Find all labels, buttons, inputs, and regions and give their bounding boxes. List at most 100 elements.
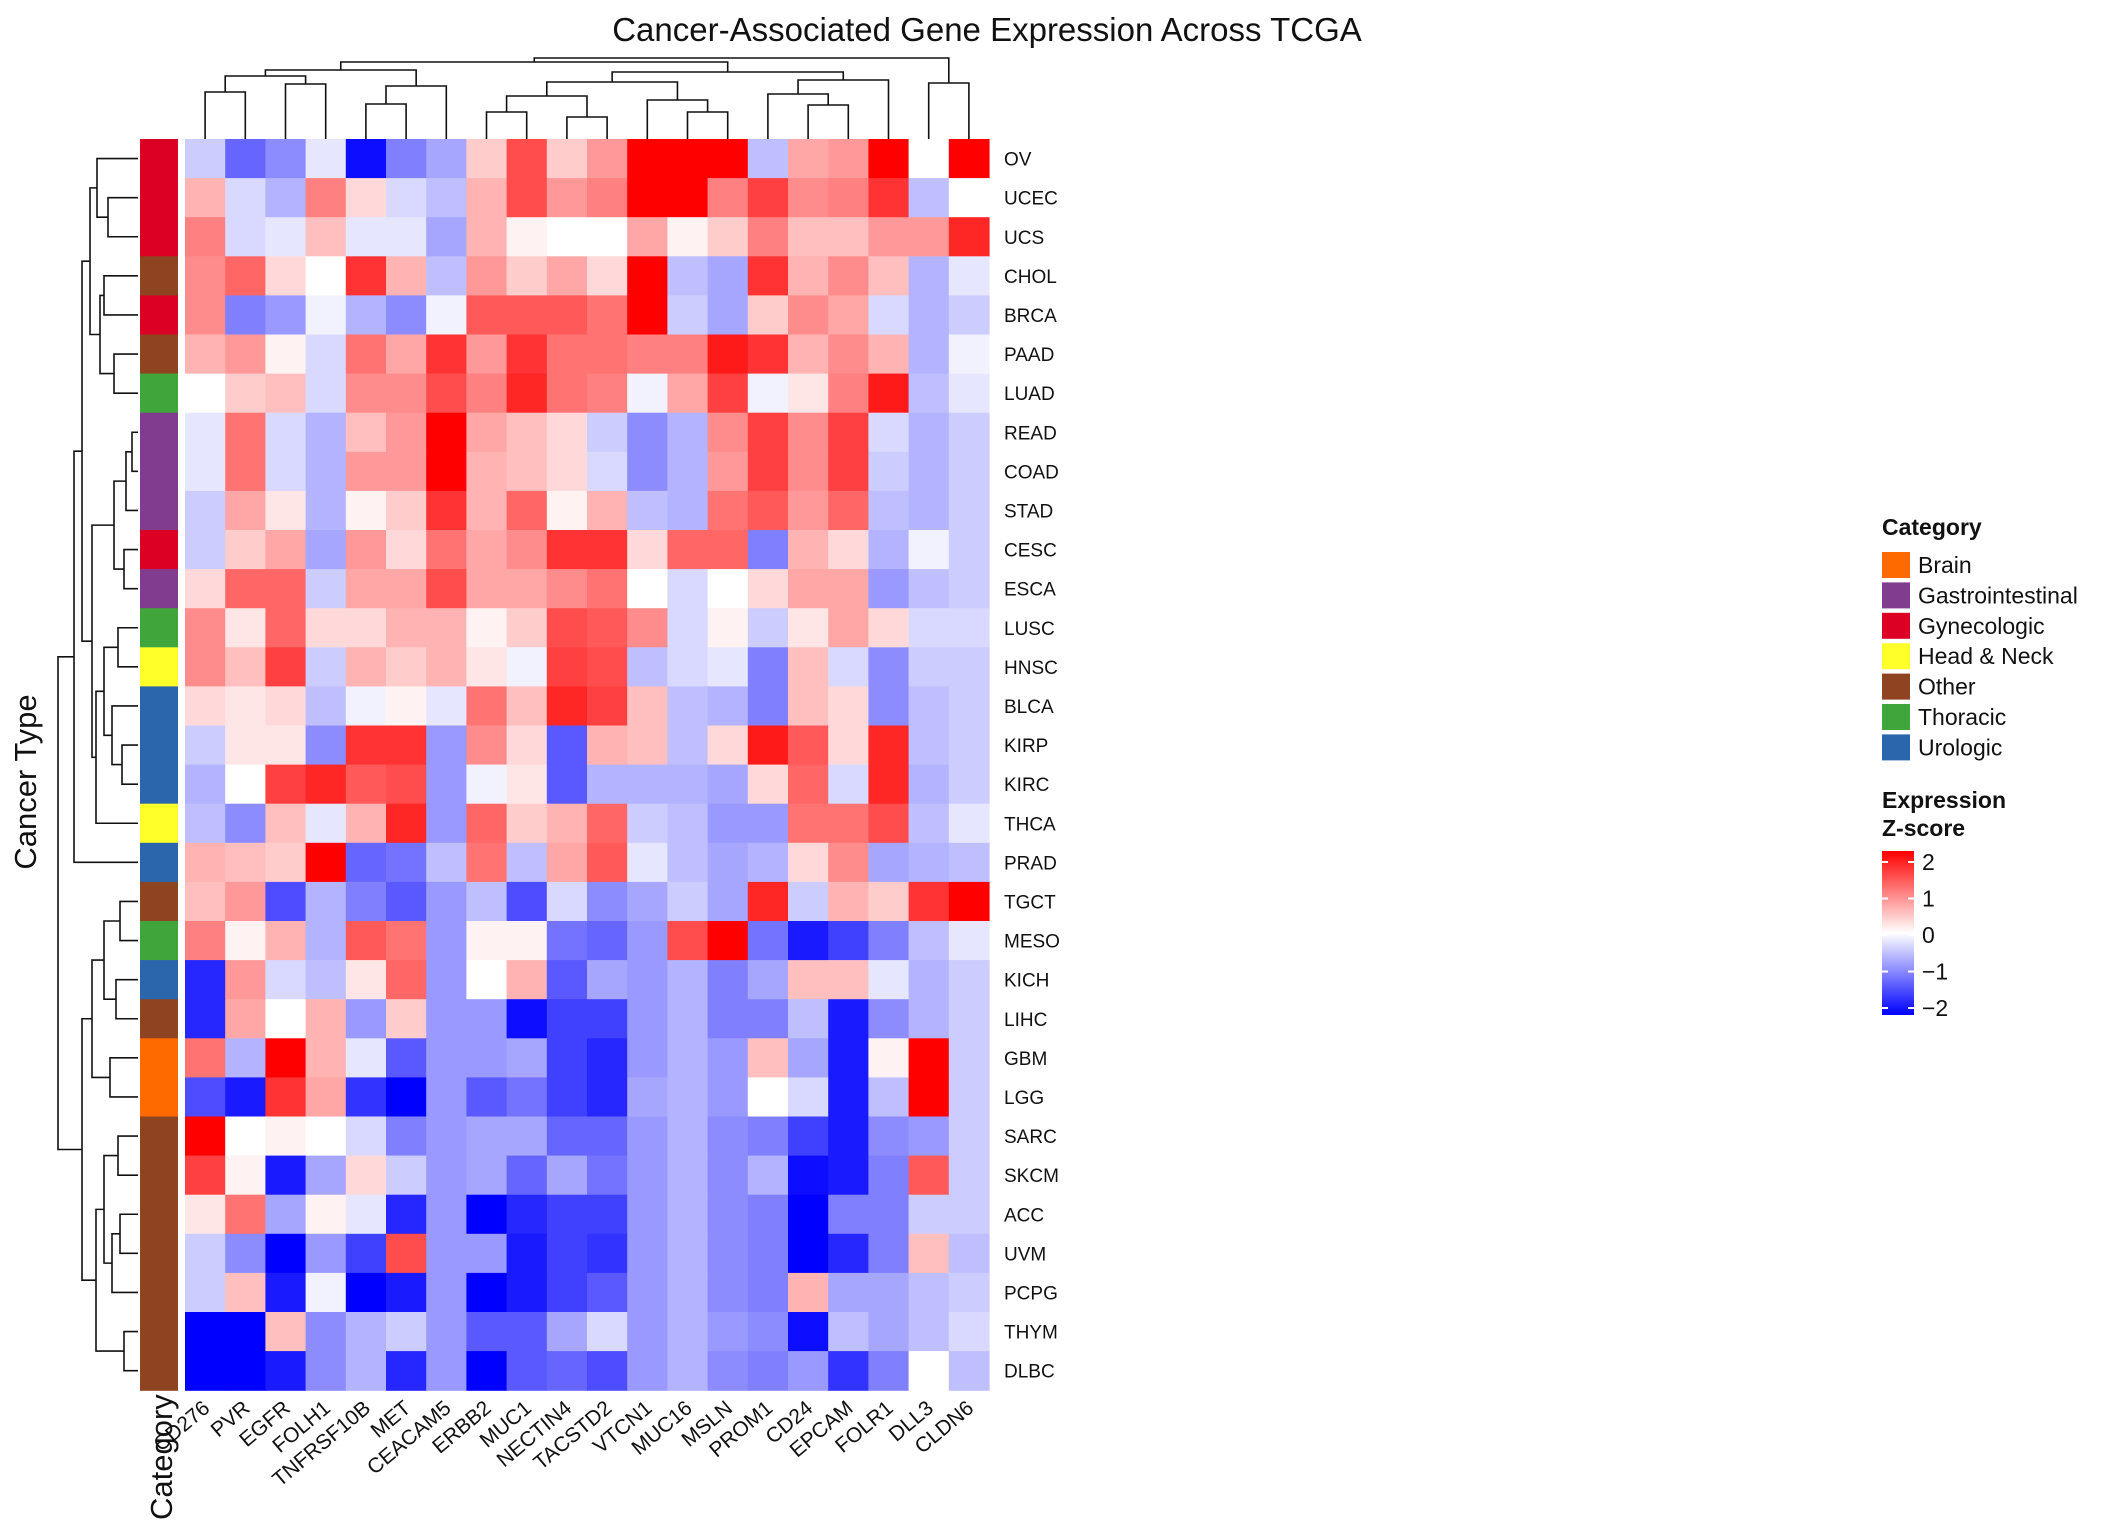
- heatmap-cell-brca-pvr: [225, 295, 266, 336]
- row-dendrogram-branch: [96, 157, 138, 218]
- heatmap-cell-tgct-tacstd2: [587, 881, 628, 922]
- heatmap-cell-acc-vtcn1: [627, 1194, 668, 1235]
- heatmap-cell-gbm-egfr: [265, 1038, 307, 1078]
- heatmap-cell-read-erbb2: [466, 412, 508, 453]
- heatmap-cell-lusc-nectin4: [546, 608, 588, 648]
- heatmap-cell-ucs-muc1: [506, 217, 548, 257]
- heatmap-cell-sarc-muc16: [667, 1116, 709, 1157]
- column-dendrogram-branch: [505, 95, 588, 117]
- heatmap-cell-uvm-erbb2: [466, 1233, 508, 1274]
- annotation-cell-thym: [140, 1312, 178, 1352]
- heatmap-cell-skcm-folr1: [868, 1155, 910, 1196]
- heatmap-cell-blca-ceacam5: [426, 686, 467, 727]
- annotation-cell-ucs: [140, 217, 178, 257]
- heatmap-cell-gbm-ceacam5: [426, 1038, 467, 1078]
- heatmap-cell-dlbc-nectin4: [546, 1351, 588, 1391]
- heatmap-cell-kirc-cd276: [185, 764, 226, 805]
- heatmap-cell-sarc-folh1: [305, 1116, 347, 1157]
- annotation-cell-meso: [140, 921, 178, 961]
- heatmap-cell-gbm-epcam: [828, 1038, 869, 1078]
- heatmap-cell-tgct-prom1: [747, 881, 789, 922]
- heatmap-cell-blca-met: [386, 686, 427, 727]
- heatmap-cell-thym-muc1: [506, 1312, 548, 1352]
- heatmap-cell-meso-cd24: [788, 921, 829, 961]
- heatmap-cell-kirc-epcam: [828, 764, 869, 805]
- heatmap-cell-pcpg-cd24: [788, 1272, 829, 1313]
- heatmap-cell-ov-nectin4: [546, 139, 588, 179]
- row-label-blca: BLCA: [1004, 697, 1054, 718]
- heatmap-cell-lihc-cd276: [185, 999, 226, 1039]
- heatmap-cell-thca-vtcn1: [627, 803, 668, 844]
- heatmap-cell-luad-pvr: [225, 373, 266, 414]
- heatmap-cell-kich-cd276: [185, 960, 226, 1000]
- heatmap-cell-kirp-erbb2: [466, 725, 508, 766]
- heatmap-cell-skcm-egfr: [265, 1155, 307, 1196]
- heatmap-cell-hnsc-erbb2: [466, 647, 508, 687]
- heatmap-cell-gbm-cd24: [788, 1038, 829, 1078]
- heatmap-cell-tgct-folh1: [305, 881, 347, 922]
- row-dendrogram-branch: [121, 744, 138, 785]
- heatmap-cell-pcpg-folh1: [305, 1272, 347, 1313]
- row-dendrogram-branch: [81, 1017, 96, 1282]
- heatmap-cell-esca-ceacam5: [426, 569, 467, 609]
- heatmap-cell-esca-cd276: [185, 569, 226, 609]
- heatmap-cell-ov-dll3: [908, 139, 950, 179]
- heatmap-cell-thca-met: [386, 803, 427, 844]
- heatmap-cell-cesc-muc16: [667, 530, 709, 570]
- heatmap-cell-ucec-cldn6: [948, 178, 990, 218]
- heatmap-cell-lusc-muc16: [667, 608, 709, 648]
- heatmap-cell-lusc-folh1: [305, 608, 347, 648]
- heatmap-cell-read-dll3: [908, 412, 950, 453]
- heatmap-cell-tgct-epcam: [828, 881, 869, 922]
- column-dendrogram-branch: [485, 111, 528, 139]
- heatmap-cell-coad-epcam: [828, 451, 869, 492]
- annotation-cell-blca: [140, 686, 178, 727]
- heatmap-cell-uvm-msln: [707, 1233, 749, 1274]
- heatmap-cell-pcpg-folr1: [868, 1272, 910, 1313]
- legend-label-gynecologic: Gynecologic: [1918, 613, 2045, 639]
- annotation-cell-lihc: [140, 999, 178, 1039]
- heatmap-cell-esca-prom1: [747, 569, 789, 609]
- heatmap-cell-ucec-tacstd2: [587, 178, 628, 218]
- heatmap-cell-ucec-msln: [707, 178, 749, 218]
- heatmap-cell-gbm-folh1: [305, 1038, 347, 1078]
- heatmap-cell-thym-prom1: [747, 1312, 789, 1352]
- heatmap-cell-blca-muc16: [667, 686, 709, 727]
- heatmap-cell-gbm-erbb2: [466, 1038, 508, 1078]
- heatmap-cell-kirp-cd276: [185, 725, 226, 766]
- heatmap-cell-kich-met: [386, 960, 427, 1000]
- heatmap-cell-ucec-tnfrsf10b: [345, 178, 387, 218]
- row-label-prad: PRAD: [1004, 853, 1057, 874]
- heatmap-cell-coad-cd24: [788, 451, 829, 492]
- heatmap-cell-read-muc16: [667, 412, 709, 453]
- heatmap-cell-thca-dll3: [908, 803, 950, 844]
- heatmap-cell-uvm-epcam: [828, 1233, 869, 1274]
- heatmap-cell-lihc-tacstd2: [587, 999, 628, 1039]
- heatmap-cell-acc-tacstd2: [587, 1194, 628, 1235]
- heatmap-cell-sarc-egfr: [265, 1116, 307, 1157]
- heatmap-cell-kich-muc16: [667, 960, 709, 1000]
- chart-title: Cancer-Associated Gene Expression Across…: [612, 11, 1362, 48]
- heatmap-cell-read-epcam: [828, 412, 869, 453]
- heatmap-cell-dlbc-cldn6: [948, 1351, 990, 1391]
- heatmap-cell-blca-folr1: [868, 686, 910, 727]
- heatmap-cell-ucs-pvr: [225, 217, 266, 257]
- heatmap-cell-sarc-vtcn1: [627, 1116, 668, 1157]
- heatmap-cell-coad-folh1: [305, 451, 347, 492]
- heatmap-cell-thym-nectin4: [546, 1312, 588, 1352]
- heatmap-cell-lgg-dll3: [908, 1077, 950, 1118]
- heatmap-cell-brca-nectin4: [546, 295, 588, 336]
- colorbar-tick-label: 0: [1922, 922, 1935, 948]
- heatmap-cell-esca-egfr: [265, 569, 307, 609]
- heatmap-cell-cesc-egfr: [265, 530, 307, 570]
- heatmap-cell-meso-cldn6: [948, 921, 990, 961]
- heatmap-cell-thym-ceacam5: [426, 1312, 467, 1352]
- heatmap-cell-coad-folr1: [868, 451, 910, 492]
- heatmap-cell-skcm-met: [386, 1155, 427, 1196]
- heatmap-cell-lusc-met: [386, 608, 427, 648]
- heatmap-cell-kirp-met: [386, 725, 427, 766]
- heatmap-cell-sarc-ceacam5: [426, 1116, 467, 1157]
- row-label-meso: MESO: [1004, 932, 1060, 953]
- heatmap-cell-paad-cldn6: [948, 334, 990, 375]
- heatmap-cell-kirc-folr1: [868, 764, 910, 805]
